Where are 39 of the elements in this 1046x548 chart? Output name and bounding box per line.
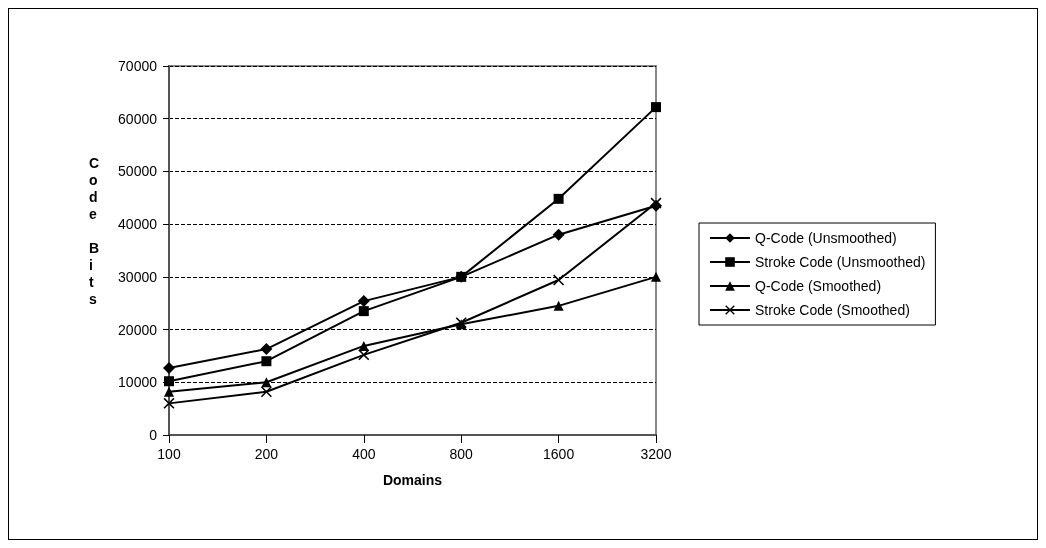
y-tick-label: 60000 — [118, 110, 158, 127]
point — [260, 386, 272, 398]
point — [163, 397, 175, 409]
point — [358, 340, 369, 351]
legend-label: Stroke Code (Unsmoothed) — [755, 254, 926, 270]
point — [163, 362, 175, 375]
legend-label: Q-Code (Unsmoothed) — [755, 230, 897, 246]
x-tick-label: 200 — [254, 446, 279, 462]
point — [260, 343, 273, 356]
point — [553, 300, 564, 311]
x-tick-label: 100 — [157, 446, 181, 462]
y-tick-label: 20000 — [118, 321, 158, 338]
y-tick-label: 50000 — [118, 163, 158, 180]
y-tick-label: 30000 — [118, 268, 158, 285]
point — [261, 377, 272, 388]
y-tick-label: 0 — [149, 427, 158, 443]
y-tick-label: 10000 — [118, 374, 158, 391]
point — [456, 271, 467, 282]
point — [261, 356, 272, 367]
point — [651, 102, 661, 113]
point — [651, 271, 661, 282]
y-tick-label: 70000 — [118, 58, 158, 74]
point — [552, 228, 565, 241]
point — [164, 376, 174, 387]
point — [358, 349, 370, 361]
point — [358, 306, 369, 317]
x-tick-label: 400 — [352, 446, 376, 462]
x-tick-label: 3200 — [640, 446, 672, 462]
point — [553, 193, 564, 204]
legend-label: Q-Code (Smoothed) — [755, 278, 882, 294]
y-tick-label: 40000 — [118, 216, 158, 233]
legend-label: Stroke Code (Smoothed) — [755, 302, 910, 318]
point — [357, 295, 370, 308]
x-tick-label: 1600 — [543, 446, 575, 462]
x-tick-label: 800 — [449, 446, 474, 462]
x-axis-title: Domains — [382, 472, 443, 488]
point — [164, 386, 174, 397]
text: Code Bits — [89, 154, 100, 307]
point — [553, 274, 565, 286]
